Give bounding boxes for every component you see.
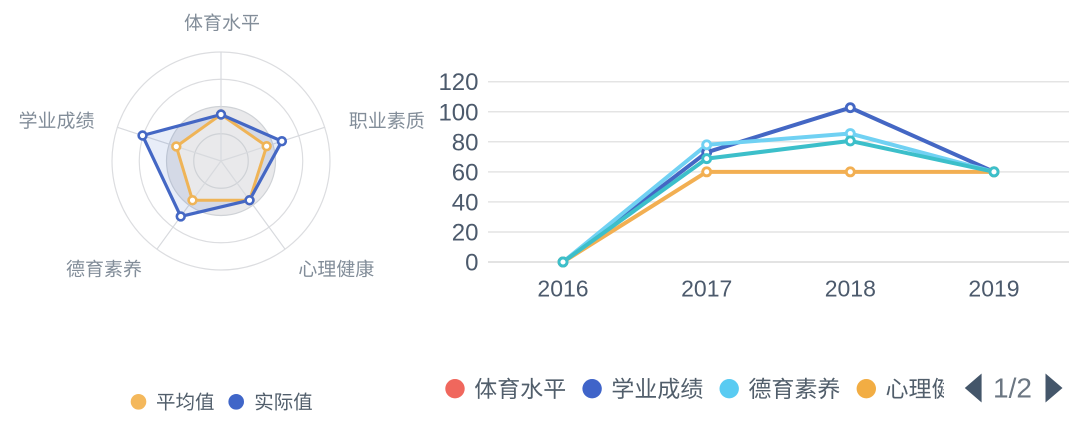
svg-text:2019: 2019 [968, 276, 1019, 302]
svg-text:100: 100 [438, 99, 478, 126]
svg-text:1/2: 1/2 [993, 373, 1032, 404]
svg-text:120: 120 [438, 69, 478, 96]
svg-text:2016: 2016 [537, 276, 588, 302]
svg-text:80: 80 [452, 129, 479, 156]
svg-text:2017: 2017 [681, 276, 732, 302]
svg-text:60: 60 [452, 159, 479, 186]
svg-text:0: 0 [465, 250, 478, 277]
svg-text:20: 20 [452, 219, 479, 246]
svg-text:40: 40 [452, 189, 479, 216]
svg-text:2018: 2018 [825, 276, 876, 302]
